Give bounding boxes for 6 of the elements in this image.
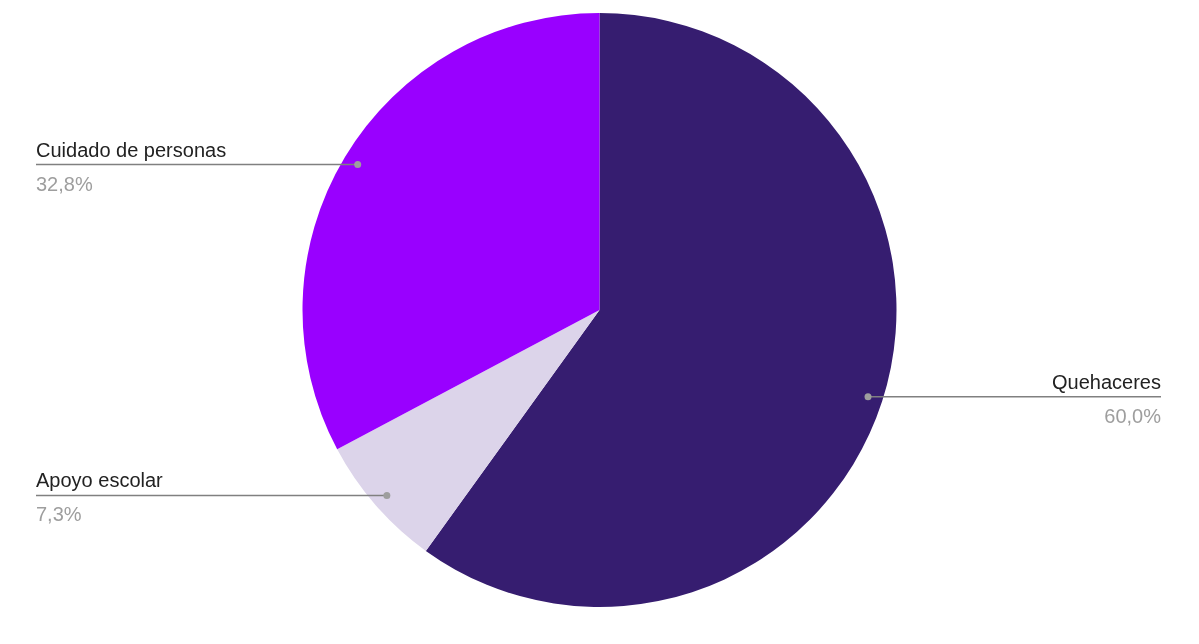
slice-label: Cuidado de personas xyxy=(36,138,227,161)
data-label: 32,8% xyxy=(36,172,93,195)
slice-label: Apoyo escolar xyxy=(36,469,164,492)
data-label: 60,0% xyxy=(1104,404,1162,427)
slice-label: Quehaceres xyxy=(1052,370,1161,393)
data-label: 7,3% xyxy=(36,503,82,526)
